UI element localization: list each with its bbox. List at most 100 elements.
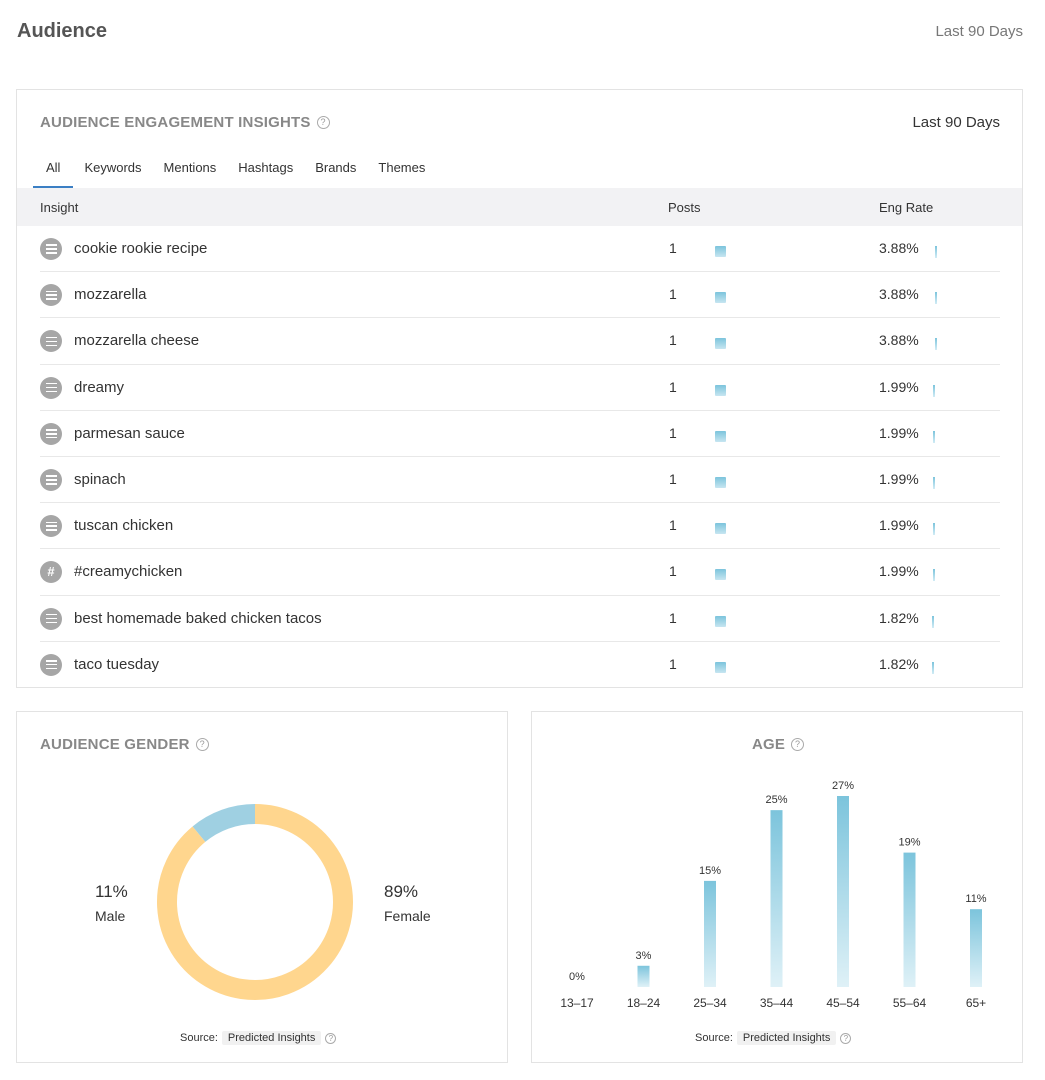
eng-rate-bar [935,292,937,305]
age-category-label: 13–17 [560,996,594,1010]
eng-rate-bar [933,523,935,536]
age-value-label: 15% [699,865,721,877]
column-header-insight[interactable]: Insight [40,200,79,215]
gender-title-text: AUDIENCE GENDER [40,736,190,753]
eng-rate-bar [933,569,935,582]
posts-count: 1 [669,470,677,487]
insight-label: mozzarella cheese [74,332,200,350]
eng-rate: 1.99% [879,563,919,580]
posts-count: 1 [669,332,677,349]
posts-bar [715,384,726,396]
tab-hashtags[interactable]: Hashtags [238,160,294,175]
age-bar[interactable] [903,852,916,987]
eng-rate: 3.88% [879,332,919,349]
table-row[interactable]: mozzarella cheese 1 3.88% [40,318,1000,365]
table-row[interactable]: spinach 1 1.99% [40,457,1000,504]
engagement-title-text: AUDIENCE ENGAGEMENT INSIGHTS [40,114,311,131]
age-value-label: 3% [636,950,652,962]
help-icon[interactable]: ? [325,1033,337,1044]
table-row[interactable]: dreamy 1 1.99% [40,365,1000,411]
help-icon[interactable]: ? [195,738,209,751]
table-row[interactable]: best homemade baked chicken tacos 1 1.82% [40,596,1000,642]
age-bar[interactable] [837,796,849,987]
age-card: 0% 13–17 3% 18–24 15% 25–34 25% 35–44 27% 45–54 19… [531,711,1023,1063]
eng-rate: 3.88% [879,240,919,256]
tab-mentions[interactable]: Mentions [163,160,217,175]
eng-rate-bar [932,661,934,674]
eng-rate-bar [933,384,935,397]
gender-donut-chart [157,804,353,1000]
age-value-label: 0% [569,971,585,983]
insight-label: best homemade baked chicken tacos [74,609,322,627]
source-label: Source: [180,1032,218,1044]
table-row[interactable]: parmesan sauce 1 1.99% [40,411,1000,457]
source-pill: Predicted Insights [736,1031,837,1045]
age-category-label: 25–34 [693,996,727,1010]
engagement-date-range[interactable]: Last 90 Days [912,114,1000,131]
age-value-label: 27% [832,780,854,792]
table-row[interactable]: tuscan chicken 1 1.99% [40,503,1000,550]
male-percent: 11% [95,882,128,901]
eng-rate: 3.88% [879,286,919,303]
female-stat: 89% Female [384,882,431,924]
help-icon[interactable]: ? [840,1033,852,1044]
age-title: AGE? [752,736,805,753]
donut-slice-male[interactable] [192,804,256,843]
female-percent: 89% [384,882,419,901]
hashtag-icon: # [40,561,62,584]
posts-bar [715,246,726,257]
age-title-text: AGE [752,736,786,753]
keyword-icon [40,330,62,353]
keyword-icon [40,238,62,260]
age-category-label: 55–64 [893,996,927,1010]
table-row[interactable]: cookie rookie recipe 1 3.88% [40,226,1000,273]
age-source: Source: Predicted Insights? [695,1031,852,1045]
posts-bar [715,615,726,627]
table-row[interactable]: mozzarella 1 3.88% [40,272,1000,319]
keyword-icon [40,468,62,491]
table-row[interactable]: taco tuesday 1 1.82% [40,642,1000,688]
page-header: Audience Last 90 Days [17,18,1023,48]
page-date-range[interactable]: Last 90 Days [935,23,1023,40]
insight-label: dreamy [74,378,125,396]
posts-count: 1 [669,563,677,580]
eng-rate: 1.82% [879,655,919,672]
posts-count: 1 [669,655,677,672]
source-pill: Predicted Insights [221,1031,322,1045]
age-bar[interactable] [970,909,982,987]
age-bar[interactable] [704,880,716,987]
posts-count: 1 [669,424,677,441]
help-icon[interactable]: ? [791,738,805,751]
column-header-posts[interactable]: Posts [668,200,701,215]
insight-label: mozzarella [74,286,147,304]
donut-slice-female[interactable] [157,804,353,1000]
posts-count: 1 [669,240,677,256]
table-row[interactable]: # #creamychicken 1 1.99% [40,549,1000,596]
insight-label: cookie rookie recipe [74,240,208,257]
age-bar[interactable] [637,965,650,987]
column-header-eng-rate[interactable]: Eng Rate [879,200,934,215]
keyword-icon [40,284,62,307]
page-title: Audience [17,20,108,42]
audience-gender-card: AUDIENCE GENDER? 11% Male 89% Female Sou… [16,711,508,1063]
source-label: Source: [695,1032,733,1044]
keyword-icon [40,515,62,538]
insight-label: taco tuesday [74,655,160,673]
keyword-icon [40,376,62,399]
posts-bar [715,338,726,350]
posts-count: 1 [669,286,677,303]
eng-rate-bar [932,615,934,628]
tab-all[interactable]: All [33,154,74,188]
help-icon[interactable]: ? [316,116,330,129]
male-label: Male [95,908,126,924]
posts-bar [715,569,726,581]
tab-keywords[interactable]: Keywords [84,160,142,175]
age-value-label: 19% [898,837,920,849]
age-value-label: 25% [765,794,787,806]
male-stat: 11% Male [95,882,128,924]
age-bar[interactable] [770,810,783,987]
tab-brands[interactable]: Brands [315,160,357,175]
gender-title: AUDIENCE GENDER? [40,736,209,753]
insight-label: parmesan sauce [74,424,185,442]
tab-themes[interactable]: Themes [378,160,426,175]
